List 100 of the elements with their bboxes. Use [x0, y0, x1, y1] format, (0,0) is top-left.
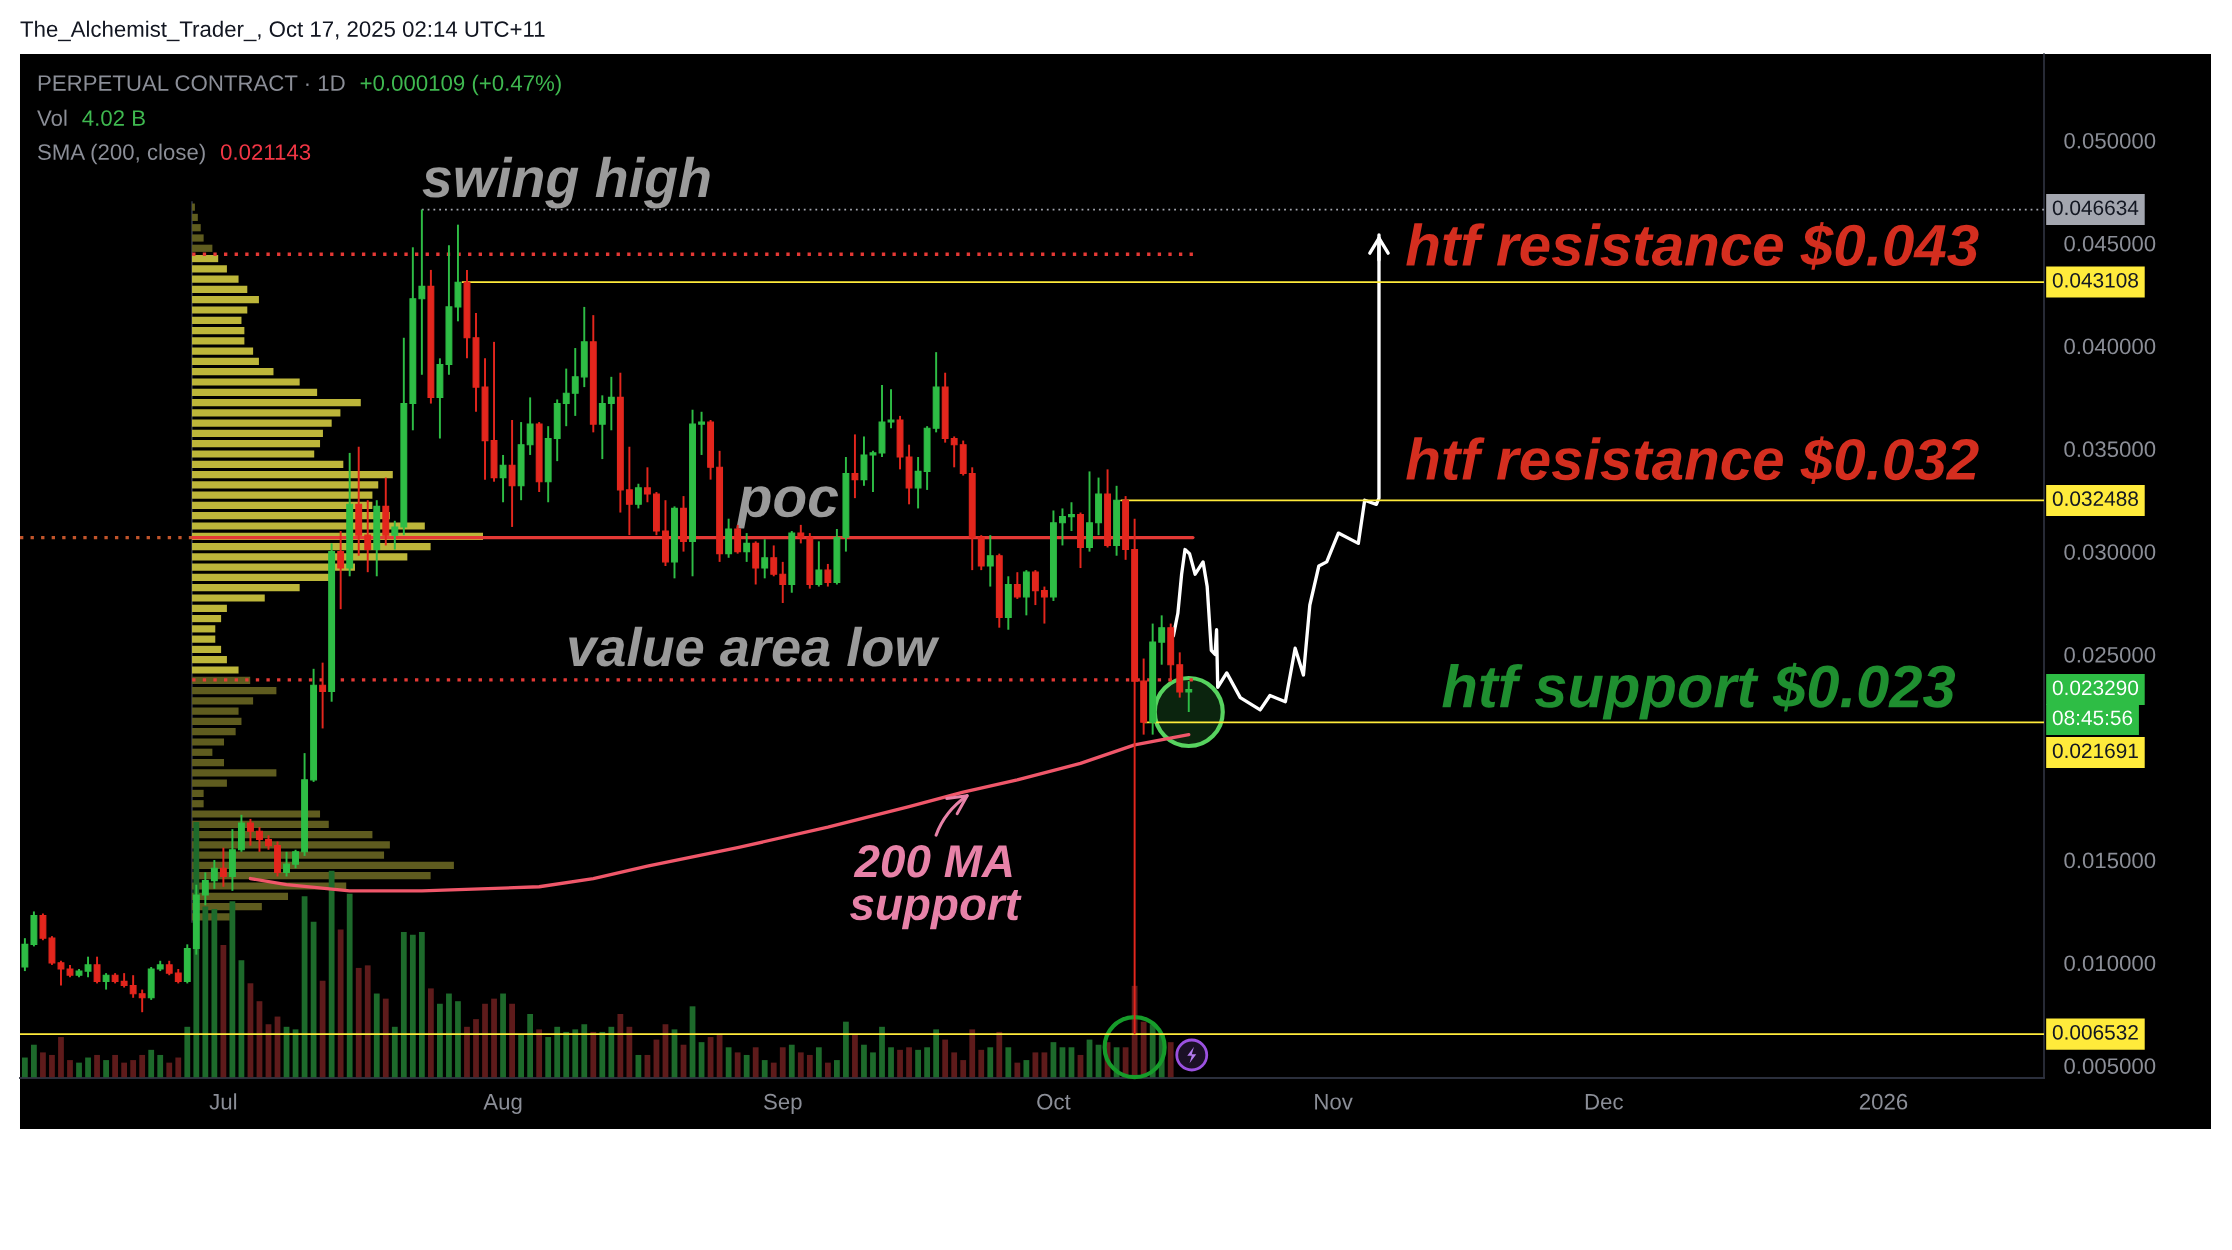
- bar: [192, 440, 321, 448]
- bar: [192, 686, 277, 695]
- y-tick-label: 0.035000: [2064, 441, 2156, 458]
- candlestick: [1185, 680, 1193, 713]
- bar: [192, 275, 239, 283]
- candlestick: [84, 955, 92, 979]
- bar: [734, 1052, 741, 1078]
- candlestick: [418, 208, 426, 376]
- bar: [112, 1054, 118, 1078]
- bar: [897, 1049, 903, 1078]
- candlestick: [824, 562, 832, 588]
- bar: [617, 1014, 624, 1078]
- bar: [328, 870, 335, 1078]
- bar: [626, 1026, 633, 1078]
- bar: [951, 1052, 958, 1078]
- x-tick-label: Oct: [1037, 1093, 1071, 1110]
- bar: [40, 1052, 46, 1078]
- bar: [725, 1047, 732, 1078]
- bar: [192, 625, 216, 633]
- bar: [581, 1024, 588, 1078]
- bar: [192, 491, 373, 499]
- annotation: poc: [736, 486, 839, 529]
- bar: [130, 1060, 137, 1078]
- candlestick: [129, 974, 137, 999]
- bar: [192, 717, 242, 726]
- bar: [806, 1054, 813, 1078]
- bar: [192, 594, 265, 602]
- bar: [409, 934, 416, 1078]
- candlestick: [770, 544, 778, 578]
- bar: [192, 244, 213, 252]
- y-tick-label: 0.025000: [2064, 646, 2156, 663]
- annotation: htf support $0.023: [1442, 662, 1956, 720]
- y-tick-label: 0.045000: [2064, 235, 2156, 252]
- bar: [192, 800, 204, 808]
- bar: [969, 1029, 976, 1078]
- bar: [192, 254, 219, 263]
- x-tick-label: Jul: [209, 1093, 237, 1110]
- bar: [788, 1044, 795, 1078]
- bar: [192, 728, 236, 736]
- bar: [192, 357, 259, 366]
- candlestick: [364, 499, 372, 574]
- bar: [906, 1047, 912, 1078]
- bar: [175, 1057, 182, 1078]
- bar: [870, 1052, 876, 1078]
- bar: [192, 419, 332, 427]
- bar: [446, 993, 452, 1078]
- y-tick-label: 0.010000: [2064, 955, 2156, 972]
- y-tick-label: 0.005000: [2064, 1058, 2156, 1074]
- bar: [192, 285, 248, 294]
- candlestick: [391, 519, 399, 551]
- candlestick: [950, 435, 958, 469]
- annotation: 200 MA support: [849, 845, 1022, 930]
- bar: [192, 265, 227, 273]
- bar: [382, 998, 389, 1078]
- candlestick: [219, 846, 227, 888]
- bar: [563, 1031, 570, 1078]
- bar: [192, 470, 393, 479]
- bar: [192, 347, 254, 355]
- bar: [915, 1049, 921, 1078]
- bar: [500, 993, 506, 1078]
- bar: [373, 993, 380, 1078]
- candlestick: [914, 456, 922, 510]
- candlestick: [743, 532, 751, 563]
- bar: [1167, 1042, 1174, 1078]
- annotation: htf resistance $0.032: [1406, 436, 1979, 484]
- bar: [418, 932, 425, 1078]
- bar: [192, 789, 204, 798]
- bar: [192, 409, 341, 417]
- bar: [861, 1044, 867, 1078]
- annotation: value area low: [569, 626, 940, 667]
- bar: [978, 1049, 985, 1078]
- candlestick: [201, 871, 209, 907]
- bar: [192, 584, 300, 592]
- text: 0.023290: [2052, 680, 2139, 696]
- bar: [139, 1054, 146, 1078]
- bar: [192, 306, 248, 314]
- candlestick: [21, 937, 29, 973]
- candlestick: [210, 859, 218, 890]
- bar: [455, 1001, 461, 1078]
- candlestick: [1068, 501, 1075, 533]
- bar: [192, 234, 204, 242]
- bar: [337, 929, 344, 1078]
- bar: [103, 1060, 109, 1078]
- bar: [192, 481, 379, 489]
- x-tick-label: Aug: [483, 1094, 522, 1114]
- candlestick: [1031, 569, 1039, 607]
- bar: [400, 932, 407, 1078]
- data-label: 0.046634: [2052, 200, 2139, 216]
- bar: [192, 635, 216, 643]
- bar: [933, 1029, 940, 1078]
- bar: [85, 1057, 91, 1078]
- bar: [192, 707, 239, 715]
- text: 08:45:56: [2052, 710, 2133, 726]
- data-label: 0.043108: [2052, 272, 2138, 288]
- annotation: +0.000109 (+0.47%): [360, 74, 561, 96]
- bar: [761, 1060, 768, 1078]
- x-tick-label: 2026: [1859, 1093, 1908, 1110]
- candlestick: [634, 482, 642, 510]
- candlestick: [625, 445, 633, 537]
- candlestick: [247, 817, 254, 847]
